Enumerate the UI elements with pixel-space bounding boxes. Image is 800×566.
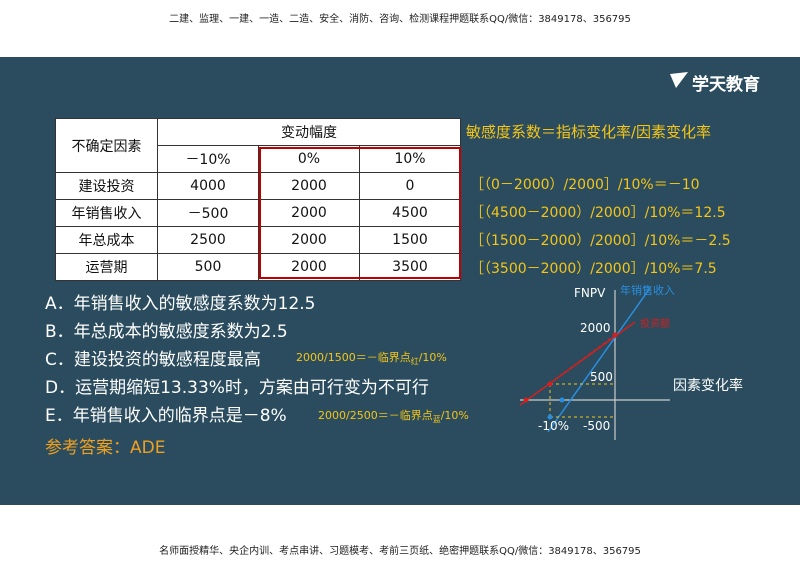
table-cell: 建设投资	[55, 172, 158, 200]
table-cell: 4000	[157, 172, 259, 200]
label: -500	[583, 419, 610, 433]
statement: E．年销售收入的临界点是－8%	[45, 406, 287, 426]
series-label: 投资额	[640, 317, 670, 330]
table-cell: 年销售收入	[55, 199, 158, 227]
table-row: 建设投资 4000 2000 0	[55, 172, 461, 200]
label: -10%	[538, 419, 569, 433]
formula-line: ［（4500－2000）/2000］/10%＝12.5	[470, 205, 726, 221]
table-cell: 1500	[359, 226, 461, 254]
table-cell: 年总成本	[55, 226, 158, 254]
series-label: 年销售收入	[620, 283, 675, 297]
data-table: 不确定因素 变动幅度 －10% 0% 10% 建设投资 4000 2000 0 年销售收入－…	[55, 118, 461, 281]
label: 500	[590, 370, 613, 384]
header-text: 二建、监理、一建、一造、二造、安全、消防、咨询、检测课程押题联系QQ/微信：38…	[169, 14, 631, 25]
table-group: 变动幅度	[157, 118, 461, 146]
highlight-box	[259, 147, 461, 279]
y-label: FNPV	[574, 286, 606, 300]
table-row: 年销售收入 －500 2000 4500	[55, 199, 461, 227]
logo-icon	[670, 72, 688, 88]
statement: D．运营期缩短13.33%时，方案由可行变为不可行	[45, 378, 429, 398]
logo: 学天教育	[692, 75, 760, 95]
diagram: FNPV 年销售收入 投资额 2000 500 因素变化率 -10% -500	[519, 283, 743, 440]
table-cell: 运营期	[55, 253, 158, 281]
statement: B．年总成本的敏感度系数为2.5	[45, 322, 288, 342]
table-cell: 0	[359, 172, 461, 200]
table-corner: 不确定因素	[55, 118, 158, 173]
statement: C．建设投资的敏感程度最高	[45, 350, 261, 370]
table-cell: 2500	[157, 226, 259, 254]
column-header: －10%	[157, 145, 259, 173]
footer-text: 名师面授精华、央企内训、考点串讲、习题模考、考前三页纸、绝密押题联系QQ/微信：…	[159, 546, 641, 557]
table-cell: 2000	[258, 199, 360, 227]
formula-line: ［（1500－2000）/2000］/10%＝－2.5	[470, 233, 731, 249]
table-cell: 3500	[359, 253, 461, 281]
formula-title: 敏感度系数＝指标变化率/因素变化率	[466, 123, 712, 141]
table-cell: 4500	[359, 199, 461, 227]
label: 2000	[580, 321, 611, 335]
formula-line: ［（3500－2000）/2000］/10%＝7.5	[470, 261, 717, 277]
note: 2000/2500＝－临界点蓝/10%	[318, 409, 469, 425]
table-row: 运营期 500 2000 3500	[55, 253, 461, 281]
table-cell: 2000	[258, 172, 360, 200]
table-cell: 500	[157, 253, 259, 281]
formula-line: ［（0－2000）/2000］/10%＝－10	[470, 177, 700, 193]
statement: A．年销售收入的敏感度系数为12.5	[45, 294, 316, 314]
table-cell: －500	[157, 199, 259, 227]
note: 2000/1500＝－临界点红/10%	[296, 351, 447, 367]
answer: 参考答案：ADE	[45, 438, 166, 458]
x-label: 因素变化率	[673, 377, 743, 394]
